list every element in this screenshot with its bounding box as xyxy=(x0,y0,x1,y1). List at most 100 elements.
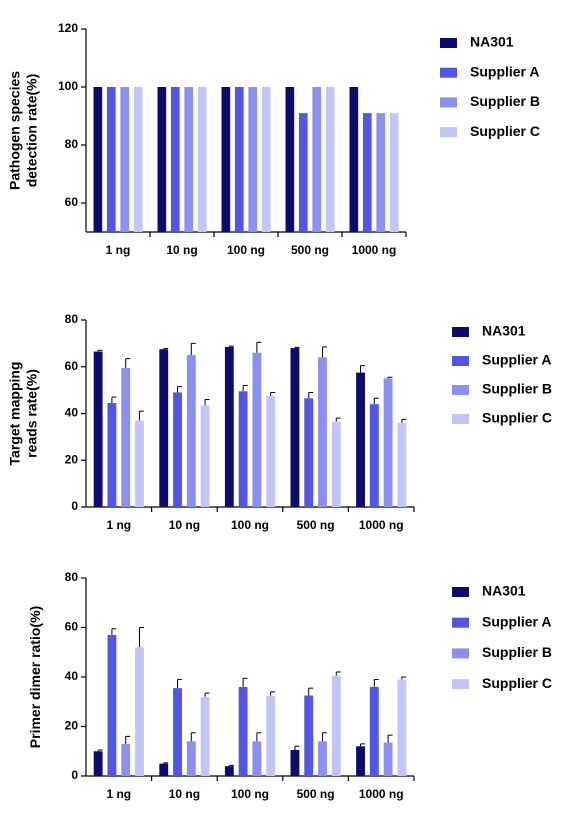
legend-label: NA301 xyxy=(470,34,514,50)
error-bar xyxy=(204,398,210,406)
bar xyxy=(121,743,131,776)
y-axis-title: Pathogen speciesdetection rate(%) xyxy=(6,71,39,190)
legend-swatch xyxy=(440,38,457,48)
y-axis-title-line: reads rate(%) xyxy=(23,369,39,458)
y-tick-label: 120 xyxy=(58,21,78,35)
error-bar xyxy=(125,358,131,368)
bar xyxy=(304,695,314,776)
bar xyxy=(331,421,341,507)
legend-swatch xyxy=(452,648,469,659)
legend-swatch xyxy=(452,617,469,628)
y-tick-label: 100 xyxy=(58,79,78,93)
legend-label: Supplier A xyxy=(470,63,540,79)
x-tick-label: 1 ng xyxy=(106,518,131,532)
bar xyxy=(121,367,131,507)
x-tick-label: 500 ng xyxy=(291,243,329,257)
bar xyxy=(234,87,244,232)
bar xyxy=(261,87,271,232)
bar xyxy=(325,87,335,232)
bar xyxy=(200,405,210,507)
y-tick-label: 80 xyxy=(65,137,79,151)
x-tick-label: 10 ng xyxy=(169,518,200,532)
x-tick-label: 500 ng xyxy=(297,787,335,801)
legend-label: NA301 xyxy=(482,323,526,339)
legend-swatch xyxy=(440,67,457,78)
chart: Primer dimer ratio(%) 0 20 40 60 80 1 ng 10 ng 1… xyxy=(27,570,552,801)
bar xyxy=(93,351,103,507)
error-bar xyxy=(308,391,314,399)
error-bar xyxy=(256,732,262,742)
bar xyxy=(290,750,300,776)
error-bar xyxy=(294,745,300,751)
error-bar xyxy=(335,671,341,676)
legend-label: Supplier B xyxy=(482,644,552,660)
bar xyxy=(93,87,103,232)
x-tick-label: 100 ng xyxy=(231,518,269,532)
y-tick-label: 40 xyxy=(65,669,79,683)
legend-label: Supplier C xyxy=(470,123,540,139)
legend-swatch xyxy=(452,385,469,395)
error-bar xyxy=(270,391,276,396)
error-bar xyxy=(321,732,327,742)
error-bar xyxy=(177,386,182,393)
error-bar xyxy=(138,410,144,421)
bar xyxy=(107,634,117,776)
error-bar xyxy=(360,365,365,373)
error-bar xyxy=(163,348,169,350)
bar xyxy=(304,398,314,507)
error-bar xyxy=(401,418,407,423)
legend-label: Supplier A xyxy=(482,613,552,629)
legend-swatch xyxy=(452,356,469,366)
legend-swatch xyxy=(452,327,469,337)
x-tick-label: 1 ng xyxy=(106,243,131,257)
x-tick-label: 10 ng xyxy=(166,243,197,257)
bar xyxy=(349,87,359,232)
y-tick-label: 60 xyxy=(65,359,79,373)
y-tick-label: 0 xyxy=(71,499,78,513)
y-tick-label: 20 xyxy=(65,719,79,733)
y-axis-title: Target mappingreads rate(%) xyxy=(6,362,39,466)
bar xyxy=(197,87,207,232)
bar xyxy=(170,87,180,232)
bar xyxy=(318,357,327,507)
y-tick-label: 80 xyxy=(65,570,79,584)
y-axis-title-line: Target mapping xyxy=(6,362,22,466)
bar xyxy=(186,355,196,507)
bar xyxy=(186,741,196,776)
error-bar xyxy=(125,735,131,744)
legend-swatch xyxy=(452,414,469,424)
bar xyxy=(285,87,295,232)
x-tick-label: 1000 ng xyxy=(359,787,404,801)
y-axis-title: Primer dimer ratio(%) xyxy=(27,606,43,748)
bar xyxy=(184,87,194,232)
bar xyxy=(252,741,262,776)
x-tick-label: 1 ng xyxy=(106,787,131,801)
legend-label: Supplier C xyxy=(482,410,552,426)
y-tick-label: 40 xyxy=(65,406,79,420)
y-tick-label: 60 xyxy=(65,195,79,209)
bar xyxy=(331,675,341,776)
bar xyxy=(389,113,399,232)
legend-swatch xyxy=(440,127,457,138)
y-tick-label: 80 xyxy=(65,312,79,326)
bar xyxy=(318,741,327,776)
y-tick-label: 20 xyxy=(65,452,79,466)
error-bar xyxy=(308,687,314,696)
bar xyxy=(224,766,234,776)
error-bar xyxy=(387,376,393,379)
legend-label: NA301 xyxy=(482,583,526,599)
error-bar xyxy=(228,345,234,347)
error-bar xyxy=(373,678,379,687)
bar xyxy=(200,696,210,776)
bar xyxy=(173,688,182,776)
x-tick-label: 100 ng xyxy=(227,243,265,257)
error-bar xyxy=(138,627,144,648)
bar xyxy=(383,378,393,507)
bar xyxy=(376,113,386,232)
error-bar xyxy=(177,678,182,689)
bar xyxy=(266,395,276,507)
y-tick-label: 0 xyxy=(71,768,78,782)
bar xyxy=(248,87,258,232)
bar xyxy=(120,87,130,232)
error-bar xyxy=(256,341,262,353)
